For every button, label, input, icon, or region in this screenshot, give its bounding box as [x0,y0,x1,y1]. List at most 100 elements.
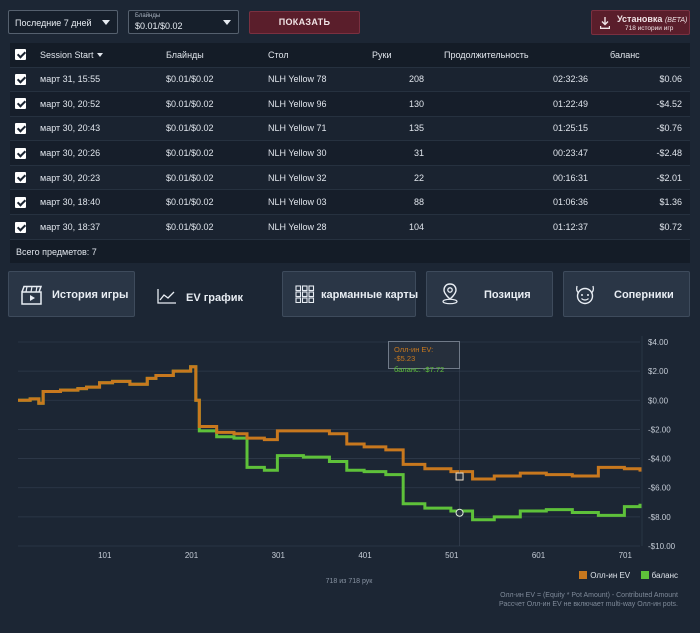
ev-formula-note: Олл-ин EV = (Equity * Pot Amount) - Cont… [500,592,678,599]
grid-icon [295,285,315,303]
cell-table: NLH Yellow 32 [268,164,372,190]
cell-blinds: $0.01/$0.02 [166,140,268,166]
row-checkbox-cell[interactable] [10,66,40,92]
select-all-checkbox[interactable] [15,49,26,61]
hands-caption: 718 из 718 рук [325,578,373,585]
col-balance[interactable]: баланс [596,43,690,67]
row-checkbox[interactable] [15,147,26,159]
x-tick-label: 501 [445,551,459,560]
cell-start: март 30, 20:43 [40,115,166,141]
row-checkbox[interactable] [15,73,26,85]
tab-pocket-cards[interactable]: карманные карты [282,271,418,317]
table-row[interactable]: март 31, 15:55 $0.01/$0.02 NLH Yellow 78… [10,66,690,92]
y-tick-label: $2.00 [648,367,669,376]
total-items: Всего предметов: 7 [16,247,97,257]
row-checkbox[interactable] [15,221,26,233]
blinds-select-label: Блайнды [135,13,161,19]
cell-blinds: $0.01/$0.02 [166,115,268,141]
table-row[interactable]: март 30, 18:37 $0.01/$0.02 NLH Yellow 28… [10,214,690,240]
x-tick-label: 201 [185,551,199,560]
col-table[interactable]: Стол [268,43,372,67]
cell-table: NLH Yellow 78 [268,66,372,92]
cell-start: март 30, 20:52 [40,91,166,117]
row-checkbox[interactable] [15,123,26,135]
ev-chart[interactable]: $4.00 $2.00 $0.00 -$2.00 -$4.00 -$6.00 -$8.00 -… [8,326,690,576]
ev-chart-panel: $4.00 $2.00 $0.00 -$2.00 -$4.00 -$6.00 -$8.00 -… [8,326,690,621]
row-checkbox-cell[interactable] [10,91,40,117]
cell-hands: 104 [372,214,432,240]
tooltip-balance: баланс: -$7.72 [394,365,445,374]
cell-table: NLH Yellow 71 [268,115,372,141]
analysis-tabs: История игры EV график карманные карты П… [0,266,700,332]
cell-balance: -$4.52 [596,91,690,117]
cell-blinds: $0.01/$0.02 [166,66,268,92]
table-header-row: Session Start Блайнды Стол Руки Продолжи… [10,43,690,67]
row-checkbox-cell[interactable] [10,140,40,166]
cell-duration: 01:06:36 [432,189,596,215]
legend-balance-label[interactable]: баланс [651,571,678,580]
blinds-select[interactable]: Блайнды $0.01/$0.02 [128,10,239,34]
row-checkbox-cell[interactable] [10,189,40,215]
table-row[interactable]: март 30, 20:23 $0.01/$0.02 NLH Yellow 32… [10,164,690,190]
legend-ev-swatch [579,571,588,579]
cell-balance: $0.06 [596,66,690,92]
clapperboard-icon [21,285,43,305]
table-row[interactable]: март 30, 18:40 $0.01/$0.02 NLH Yellow 03… [10,189,690,215]
ev-series-line [18,365,642,481]
x-tick-label: 101 [98,551,112,560]
row-checkbox[interactable] [15,98,26,110]
row-checkbox-cell[interactable] [10,115,40,141]
col-hands[interactable]: Руки [372,43,432,67]
cell-blinds: $0.01/$0.02 [166,189,268,215]
col-duration[interactable]: Продолжительность [432,43,596,67]
download-icon [600,17,610,29]
cell-hands: 31 [372,140,432,166]
cell-duration: 01:25:15 [432,115,596,141]
tab-ev-graph[interactable]: EV график [145,270,272,332]
row-checkbox[interactable] [15,172,26,184]
cell-start: март 30, 20:26 [40,140,166,166]
install-subtitle: 718 истории игр [625,25,674,32]
chart-tooltip: Олл-ин EV: -$5.23 баланс: -$7.72 [388,341,460,374]
cell-table: NLH Yellow 28 [268,214,372,240]
cell-start: март 30, 18:37 [40,214,166,240]
tab-opponents[interactable]: Соперники [563,271,690,317]
tooltip-ev: Олл-ин EV: -$5.23 [394,345,434,363]
cell-hands: 130 [372,91,432,117]
tab-label: EV график [186,292,244,304]
cell-hands: 208 [372,66,432,92]
balance-series-line [18,365,642,522]
table-row[interactable]: март 30, 20:43 $0.01/$0.02 NLH Yellow 71… [10,115,690,141]
install-button[interactable]: Установка (BETA) 718 истории игр [591,10,690,35]
row-checkbox-cell[interactable] [10,164,40,190]
col-blinds[interactable]: Блайнды [166,43,268,67]
legend-ev-label[interactable]: Олл-ин EV [590,571,631,580]
cell-hands: 22 [372,164,432,190]
sort-desc-icon [96,53,103,58]
x-tick-label: 701 [619,551,633,560]
location-pin-icon [442,283,458,305]
row-checkbox[interactable] [15,196,26,208]
cell-table: NLH Yellow 96 [268,91,372,117]
show-button[interactable]: ПОКАЗАТЬ [249,11,360,34]
cell-duration: 02:32:36 [432,66,596,92]
ev-multiway-note: Рассчет Олл-ин EV не включает multi-way … [499,601,678,608]
chevron-down-icon [102,20,110,25]
cell-balance: $1.36 [596,189,690,215]
tab-game-history[interactable]: История игры [8,271,135,317]
cell-start: март 30, 20:23 [40,164,166,190]
chart-legend: Олл-ин EV баланс [579,571,678,580]
table-row[interactable]: март 30, 20:52 $0.01/$0.02 NLH Yellow 96… [10,91,690,117]
cell-balance: -$2.48 [596,140,690,166]
cell-balance: -$2.01 [596,164,690,190]
period-select[interactable]: Последние 7 дней [8,10,118,34]
select-all-cell[interactable] [10,43,40,67]
cell-table: NLH Yellow 03 [268,189,372,215]
table-row[interactable]: март 30, 20:26 $0.01/$0.02 NLH Yellow 30… [10,140,690,166]
x-tick-label: 401 [358,551,372,560]
devil-face-icon [575,285,595,305]
tab-position[interactable]: Позиция [426,271,553,317]
col-session-start[interactable]: Session Start [40,43,166,67]
row-checkbox-cell[interactable] [10,214,40,240]
x-tick-label: 601 [532,551,546,560]
